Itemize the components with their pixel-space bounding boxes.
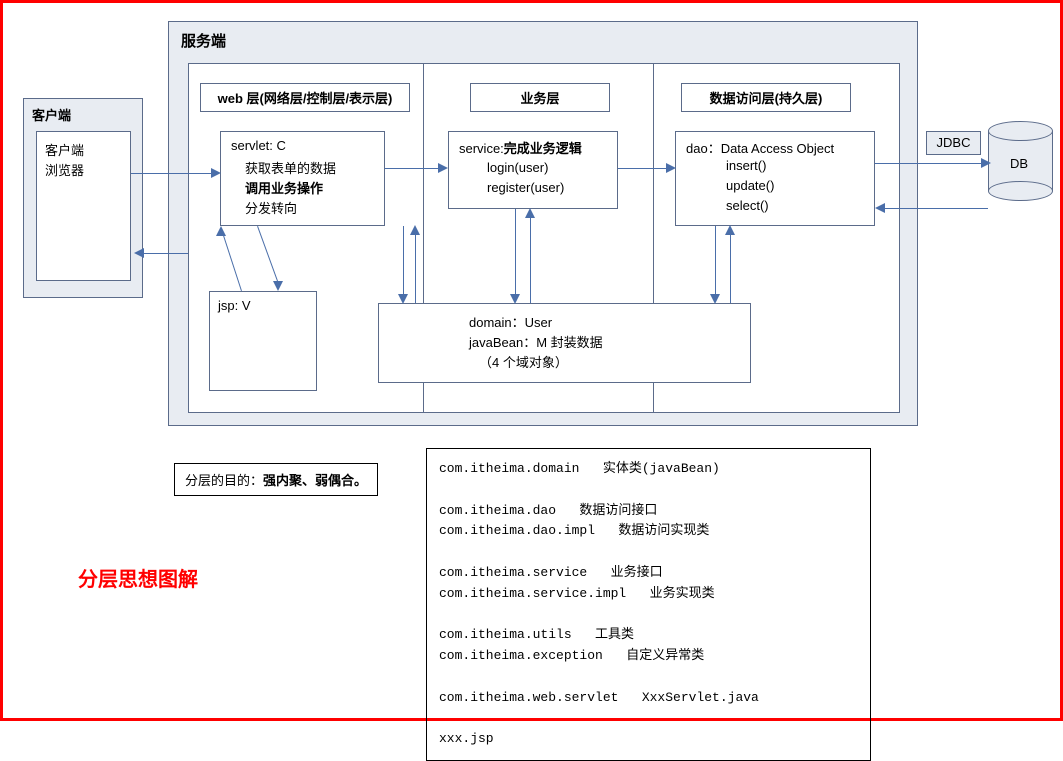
arrow-servlet-domain-d-head: [398, 294, 408, 304]
dao-l3: select(): [726, 198, 769, 213]
client-line2: 浏览器: [45, 160, 84, 179]
diagram-title: 分层思想图解: [78, 563, 198, 592]
client-line1: 客户端: [45, 140, 84, 159]
service-l2: register(user): [487, 180, 564, 195]
dao-l2: update(): [726, 178, 774, 193]
db-cylinder: DB: [988, 121, 1053, 201]
dao-layer-header: 数据访问层(持久层): [681, 83, 851, 112]
dao-l1: insert(): [726, 158, 766, 173]
jsp-box: jsp: V: [209, 291, 317, 391]
servlet-l2: 调用业务操作: [245, 178, 323, 197]
arrow-db-dao-head: [875, 203, 885, 213]
diagram-canvas: 客户端 客户端 浏览器 服务端 web 层(网络层/控制层/表示层) 业务层 数…: [0, 0, 1063, 721]
arrow-domain-service-u: [530, 216, 531, 303]
arrow-servlet-domain-d: [403, 226, 404, 296]
service-l1: login(user): [487, 160, 548, 175]
servlet-title: servlet: C: [231, 138, 286, 153]
arrow-server-client-head: [134, 248, 144, 258]
arrow-service-domain-d-head: [510, 294, 520, 304]
purpose-prefix: 分层的目的：: [185, 473, 263, 488]
arrow-domain-servlet-u-head: [410, 225, 420, 235]
servlet-l3: 分发转向: [245, 198, 297, 217]
purpose-box: 分层的目的：强内聚、弱偶合。: [174, 463, 378, 496]
domain-l3: （4 个域对象）: [479, 352, 568, 371]
arrow-server-client: [143, 253, 188, 254]
jdbc-box: JDBC: [926, 131, 981, 155]
arrow-domain-dao-u: [730, 233, 731, 303]
domain-l1: domain：User: [469, 312, 552, 331]
purpose-bold: 强内聚、弱偶合。: [263, 473, 367, 488]
arrow-jsp-servlet-up-head: [216, 226, 226, 236]
service-layer-header: 业务层: [470, 83, 610, 112]
arrow-servlet-service-head: [438, 163, 448, 173]
server-title: 服务端: [181, 30, 226, 51]
arrow-client-servlet: [131, 173, 213, 174]
arrow-servlet-jsp-down-head: [273, 281, 283, 291]
jdbc-label: JDBC: [927, 135, 980, 150]
packages-box: com.itheima.domain 实体类(javaBean) com.ith…: [426, 448, 871, 761]
dao-title: dao：Data Access Object: [686, 138, 834, 157]
service-title: service:完成业务逻辑: [459, 138, 582, 157]
service-box: service:完成业务逻辑 login(user) register(user…: [448, 131, 618, 209]
arrow-service-dao: [618, 168, 668, 169]
arrow-dao-jdbc-head: [981, 158, 991, 168]
arrow-domain-dao-u-head: [725, 225, 735, 235]
arrow-domain-service-u-head: [525, 208, 535, 218]
dao-box: dao：Data Access Object insert() update()…: [675, 131, 875, 226]
client-title: 客户端: [32, 105, 71, 124]
client-body: 客户端 浏览器: [36, 131, 131, 281]
web-layer-header: web 层(网络层/控制层/表示层): [200, 83, 410, 112]
servlet-l1: 获取表单的数据: [245, 158, 336, 177]
arrow-dao-jdbc: [875, 163, 985, 164]
domain-l2: javaBean：M 封装数据: [469, 332, 603, 351]
arrow-servlet-service: [385, 168, 440, 169]
arrow-dao-domain-d-head: [710, 294, 720, 304]
servlet-box: servlet: C 获取表单的数据 调用业务操作 分发转向: [220, 131, 385, 226]
domain-box: domain：User javaBean：M 封装数据 （4 个域对象）: [378, 303, 751, 383]
arrow-db-dao: [883, 208, 988, 209]
arrow-service-domain-d: [515, 209, 516, 296]
db-label: DB: [1010, 156, 1028, 171]
arrow-service-dao-head: [666, 163, 676, 173]
arrow-dao-domain-d: [715, 226, 716, 296]
arrow-client-servlet-head: [211, 168, 221, 178]
arrow-domain-servlet-u: [415, 233, 416, 303]
jsp-title: jsp: V: [218, 298, 251, 313]
